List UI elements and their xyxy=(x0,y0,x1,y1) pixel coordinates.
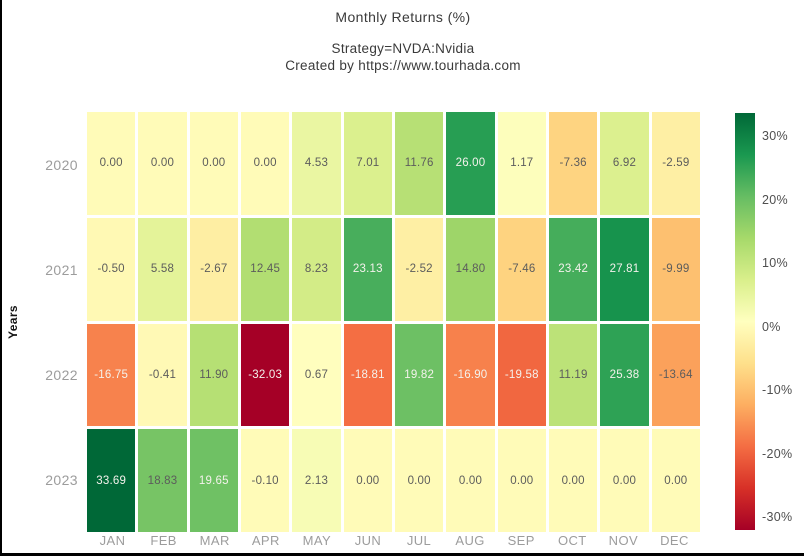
colorbar-area: 30% 20% 10% 0% -10% -20% -30% xyxy=(735,113,804,530)
x-tick-label: JUN xyxy=(354,533,382,548)
x-tick-label: APR xyxy=(251,533,280,548)
x-tick-label: MAR xyxy=(199,533,230,548)
heatmap-cell: 19.65 xyxy=(189,429,238,532)
heatmap-cell: 0.00 xyxy=(138,112,187,215)
heatmap-cell: -2.67 xyxy=(189,217,238,321)
heatmap-cell: 0.00 xyxy=(87,112,136,215)
x-tick-label: FEB xyxy=(150,533,177,548)
x-tick-label: MAY xyxy=(302,533,332,548)
colorbar-gradient xyxy=(735,113,755,530)
heatmap-cell: -0.50 xyxy=(87,217,136,321)
x-axis-tick-labels: JAN FEB MAR APR MAY JUN JUL AUG SEP OCT NOV DEC xyxy=(87,533,700,551)
heatmap-cell: 1.17 xyxy=(497,112,546,215)
heatmap-cell: -18.81 xyxy=(343,323,392,427)
heatmap: 0.00 0.00 0.00 0.00 4.53 7.01 11.76 26.00 1.17 -7… xyxy=(87,112,700,532)
page-title: Monthly Returns (%) xyxy=(335,9,471,25)
colorbar-tick-label: -10% xyxy=(762,383,793,398)
colorbar-tick-label: 30% xyxy=(762,129,788,144)
heatmap-cell: 8.23 xyxy=(292,217,341,321)
heatmap-cell: -2.59 xyxy=(651,112,700,215)
y-tick-label: 2022 xyxy=(45,366,78,383)
y-tick-label: 2020 xyxy=(45,156,78,173)
heatmap-cell: 0.00 xyxy=(343,429,392,532)
heatmap-cell: -16.90 xyxy=(446,323,495,427)
heatmap-cell: 6.92 xyxy=(600,112,649,215)
heatmap-cell: 7.01 xyxy=(343,112,392,215)
x-tick-label: OCT xyxy=(557,533,587,548)
colorbar-tick-label: -30% xyxy=(762,510,793,525)
heatmap-cell: 11.90 xyxy=(189,323,238,427)
heatmap-cell: -7.36 xyxy=(548,112,598,215)
y-tick-label: 2021 xyxy=(45,261,78,278)
subtitle-strategy: Strategy=NVDA:Nvidia xyxy=(331,41,475,56)
heatmap-cell: 0.00 xyxy=(600,429,649,532)
heatmap-cell: 33.69 xyxy=(87,429,136,532)
title-block: Monthly Returns (%) Strategy=NVDA:Nvidia… xyxy=(2,0,804,73)
heatmap-cell: 0.00 xyxy=(189,112,238,215)
x-tick-label: DEC xyxy=(660,533,689,548)
heatmap-cell: 11.76 xyxy=(394,112,444,215)
heatmap-cell: 19.82 xyxy=(394,323,444,427)
heatmap-cell: -0.41 xyxy=(138,323,187,427)
heatmap-cell: -32.03 xyxy=(240,323,290,427)
heatmap-cell: -13.64 xyxy=(651,323,700,427)
heatmap-cell: 0.00 xyxy=(446,429,495,532)
heatmap-cell: 25.38 xyxy=(600,323,649,427)
subtitle-credit: Created by https://www.tourhada.com xyxy=(285,58,521,73)
heatmap-cell: 23.13 xyxy=(343,217,392,321)
heatmap-cell: 26.00 xyxy=(446,112,495,215)
heatmap-cell: -16.75 xyxy=(87,323,136,427)
colorbar-tick-label: 10% xyxy=(762,256,788,271)
heatmap-cell: -19.58 xyxy=(497,323,546,427)
heatmap-cell: 0.00 xyxy=(240,112,290,215)
heatmap-cell: 4.53 xyxy=(292,112,341,215)
x-tick-label: SEP xyxy=(507,533,535,548)
y-axis-tick-labels: 2020 2021 2022 2023 xyxy=(2,112,78,532)
colorbar-tick-label: 20% xyxy=(762,192,788,207)
heatmap-cell: 0.00 xyxy=(548,429,598,532)
x-tick-label: AUG xyxy=(455,533,485,548)
heatmap-cell: 0.00 xyxy=(651,429,700,532)
heatmap-cell: 0.67 xyxy=(292,323,341,427)
x-tick-label: JUL xyxy=(406,533,432,548)
colorbar-tick-label: 0% xyxy=(762,319,781,334)
heatmap-cell: 27.81 xyxy=(600,217,649,321)
heatmap-cell: 0.00 xyxy=(394,429,444,532)
heatmap-cell: -7.46 xyxy=(497,217,546,321)
heatmap-cell: 0.00 xyxy=(497,429,546,532)
y-tick-label: 2023 xyxy=(45,471,78,488)
heatmap-cell: -2.52 xyxy=(394,217,444,321)
x-tick-label: JAN xyxy=(99,533,126,548)
heatmap-cell: -9.99 xyxy=(651,217,700,321)
heatmap-cell: -0.10 xyxy=(240,429,290,532)
x-tick-label: NOV xyxy=(608,533,639,548)
heatmap-cell: 2.13 xyxy=(292,429,341,532)
heatmap-cell: 5.58 xyxy=(138,217,187,321)
heatmap-cell: 12.45 xyxy=(240,217,290,321)
heatmap-cell: 14.80 xyxy=(446,217,495,321)
heatmap-cell: 18.83 xyxy=(138,429,187,532)
colorbar-tick-label: -20% xyxy=(762,446,793,461)
heatmap-cell: 23.42 xyxy=(548,217,598,321)
heatmap-cell: 11.19 xyxy=(548,323,598,427)
